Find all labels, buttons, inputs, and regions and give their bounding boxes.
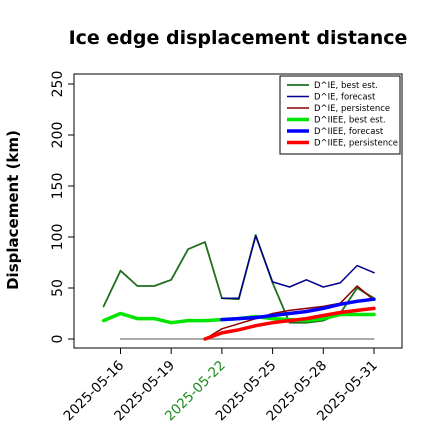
series-line [204, 285, 375, 340]
y-tick-label: 150 [50, 173, 66, 200]
y-axis: 0 50 100 150 200 250 [50, 71, 74, 344]
series-line [220, 297, 376, 322]
legend-entry: D^IIEE, persistence [314, 139, 398, 149]
legend-entry: D^IIEE, forecast [314, 127, 384, 137]
legend-entry: D^IE, persistence [314, 104, 390, 114]
series-line [203, 306, 376, 341]
y-tick-label: 50 [50, 279, 66, 297]
legend-entry: D^IE, forecast [314, 93, 376, 103]
chart-title: Ice edge displacement distance [69, 27, 408, 49]
y-tick-label: 200 [50, 122, 66, 149]
series-layer [101, 234, 376, 341]
y-axis-label: Displacement (km) [4, 130, 22, 290]
y-tick-label: 250 [50, 71, 66, 98]
y-tick-label: 0 [50, 335, 66, 344]
legend-entry: D^IIEE, best est. [314, 116, 386, 126]
plot-frame [73, 73, 403, 349]
series-line [221, 235, 375, 299]
series-line [102, 234, 375, 324]
legend-entry: D^IE, best est. [314, 81, 378, 91]
x-axis: 2025-05-162025-05-192025-05-222025-05-25… [61, 348, 381, 424]
y-tick-label: 100 [50, 224, 66, 251]
